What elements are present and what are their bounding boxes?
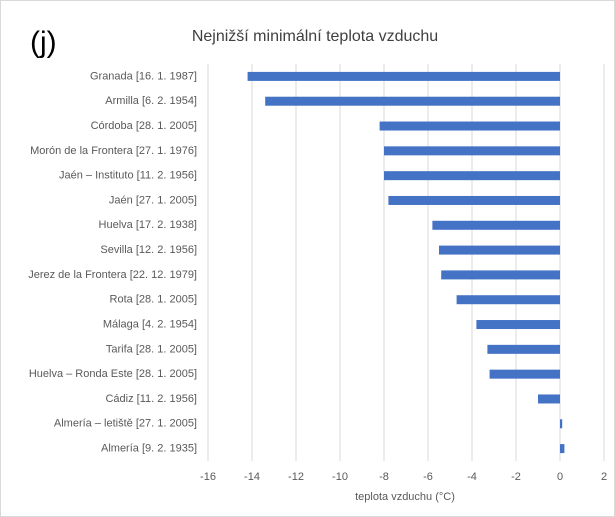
bar <box>560 419 563 429</box>
bar <box>439 245 560 255</box>
bar <box>388 195 560 205</box>
y-tick-label: Jaén – Instituto [11. 2. 1956] <box>59 170 197 182</box>
bar <box>487 344 560 354</box>
bar <box>379 121 560 131</box>
bar <box>476 320 560 330</box>
y-tick-label: Huelva [17. 2. 1938] <box>99 219 197 231</box>
y-tick-label: Jerez de la Frontera [22. 12. 1979] <box>28 269 197 281</box>
x-tick-label: -16 <box>200 471 216 483</box>
bar <box>384 146 560 156</box>
y-tick-label: Sevilla [12. 2. 1956] <box>100 244 197 256</box>
bar <box>384 171 560 181</box>
y-tick-label: Granada [16. 1. 1987] <box>90 70 197 82</box>
y-tick-label: Rota [28. 1. 2005] <box>110 294 197 306</box>
bar <box>456 295 560 305</box>
y-tick-label: Cádiz [11. 2. 1956] <box>105 393 197 405</box>
x-tick-label: -8 <box>379 471 389 483</box>
x-axis-title: teplota vzduchu (°C) <box>355 491 455 503</box>
y-tick-label: Huelva – Ronda Este [28. 1. 2005] <box>29 368 197 380</box>
y-tick-label: Tarifa [28. 1. 2005] <box>106 343 197 355</box>
y-tick-label: Almería – letiště [27. 1. 2005] <box>54 418 197 430</box>
bar <box>538 394 560 404</box>
x-tick-label: -14 <box>244 471 260 483</box>
x-tick-label: -10 <box>332 471 348 483</box>
bar <box>247 71 560 81</box>
x-tick-label: 0 <box>557 471 563 483</box>
x-tick-label: -2 <box>511 471 521 483</box>
bar <box>489 369 560 379</box>
x-tick-label: 2 <box>601 471 607 483</box>
y-tick-label: Córdoba [28. 1. 2005] <box>91 120 197 132</box>
x-tick-label: -12 <box>288 471 304 483</box>
y-tick-label: Morón de la Frontera [27. 1. 1976] <box>30 145 197 157</box>
y-tick-label: Málaga [4. 2. 1954] <box>103 318 197 330</box>
y-tick-label: Jaén [27. 1. 2005] <box>109 194 197 206</box>
y-tick-label: Almería [9. 2. 1935] <box>101 443 197 455</box>
panel-label: (j) <box>30 26 57 59</box>
y-tick-label: Armilla [6. 2. 1954] <box>105 95 197 107</box>
bar <box>265 96 560 106</box>
bar <box>560 444 565 454</box>
bar <box>441 270 560 280</box>
chart-title: Nejnižší minimální teplota vzduchu <box>192 28 438 45</box>
x-tick-label: -4 <box>467 471 477 483</box>
x-tick-label: -6 <box>423 471 433 483</box>
bar <box>432 220 560 230</box>
